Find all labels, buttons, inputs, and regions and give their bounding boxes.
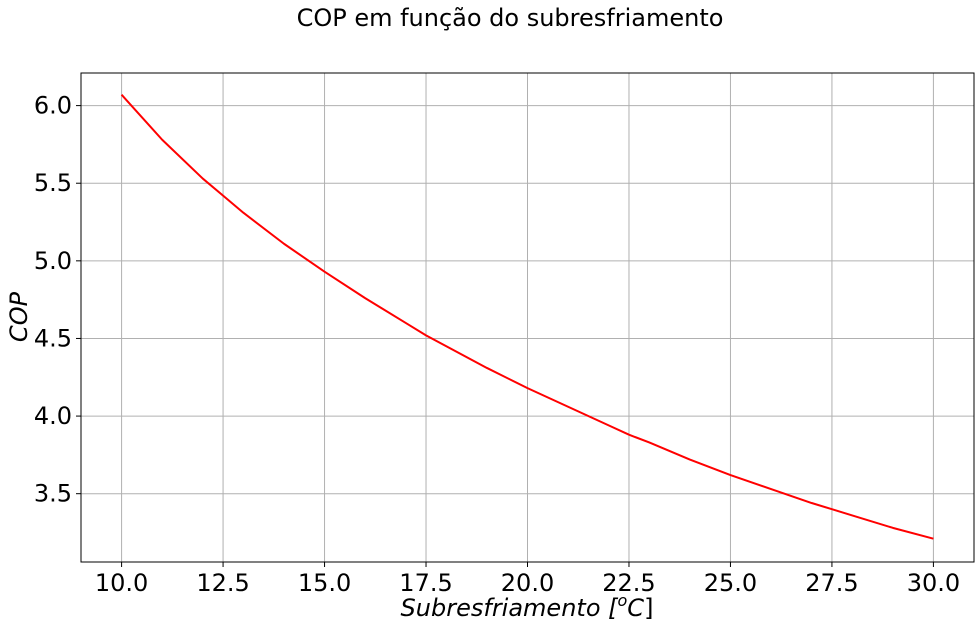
y-tick-label: 3.5	[34, 480, 72, 508]
x-tick-label: 22.5	[602, 569, 655, 597]
chart-title: COP em função do subresfriamento	[297, 4, 724, 32]
x-tick-label: 10.0	[95, 569, 148, 597]
cop-series-line	[120, 94, 934, 540]
y-tick-label: 5.0	[34, 247, 72, 275]
y-tick-label: 4.5	[34, 324, 72, 352]
x-tick-label: 25.0	[704, 569, 757, 597]
x-tick-label: 15.0	[298, 569, 351, 597]
x-axis-label: Subresfriamento [oC]	[401, 591, 654, 622]
grid	[81, 73, 974, 562]
x-tick-label: 20.0	[501, 569, 554, 597]
x-tick-label: 12.5	[196, 569, 249, 597]
x-tick-label: 27.5	[805, 569, 858, 597]
series-layer	[120, 94, 934, 540]
y-tick-label: 5.5	[34, 169, 72, 197]
y-tick-label: 6.0	[34, 92, 72, 120]
y-axis-label: COP	[5, 291, 33, 342]
x-tick-label: 17.5	[399, 569, 452, 597]
x-tick-label: 30.0	[907, 569, 960, 597]
ticks: 10.0 12.5 15.0 17.5 20.0 22.5 25.0 27.5 30.0 3.5 4…	[34, 92, 960, 597]
y-tick-label: 4.0	[34, 402, 72, 430]
